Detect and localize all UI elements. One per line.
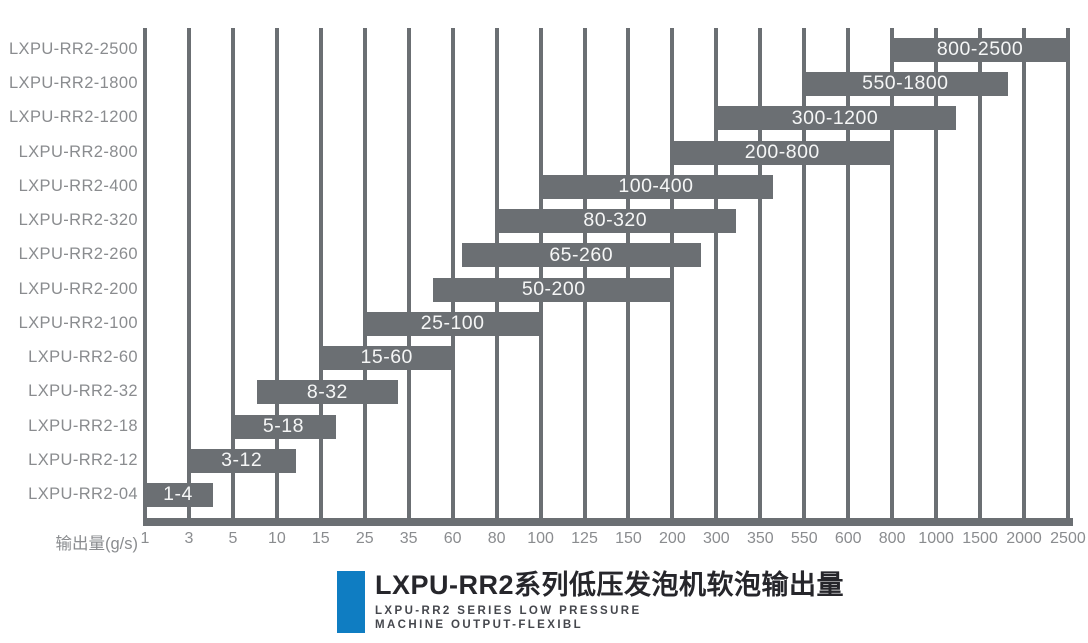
- range-bar-label: 300-1200: [791, 106, 879, 129]
- x-tick-label: 200: [659, 530, 686, 547]
- x-tick-label: 1500: [962, 530, 998, 547]
- x-tick-label: 150: [615, 530, 642, 547]
- grid-line: [1022, 28, 1026, 518]
- grid-line: [450, 28, 455, 518]
- grid-line: [406, 28, 411, 518]
- grid-line: [626, 28, 631, 518]
- grid-line: [890, 28, 895, 518]
- range-bar-label: 200-800: [744, 140, 820, 163]
- range-bar-label: 50-200: [521, 277, 586, 300]
- range-bar: 65-260: [461, 243, 701, 268]
- x-axis-line: [143, 518, 1073, 526]
- x-tick-label: 1: [140, 530, 150, 547]
- y-axis-model-label: LXPU-RR2-1200: [8, 108, 138, 127]
- range-bar: 8-32: [257, 380, 398, 405]
- chart-subtitle: LXPU-RR2 SERIES LOW PRESSURE MACHINE OUT…: [375, 604, 844, 633]
- x-tick-label: 1000: [918, 530, 954, 547]
- range-bar-label: 100-400: [618, 175, 694, 198]
- x-tick-label: 2500: [1050, 530, 1086, 547]
- y-axis-model-label: LXPU-RR2-200: [18, 279, 138, 298]
- y-axis-model-label: LXPU-RR2-800: [18, 142, 138, 161]
- range-bar: 300-1200: [714, 106, 956, 131]
- range-bar-label: 15-60: [360, 346, 413, 369]
- grid-line: [143, 28, 147, 518]
- title-texts: LXPU-RR2系列低压发泡机软泡输出量 LXPU-RR2 SERIES LOW…: [375, 570, 845, 633]
- grid-line: [494, 28, 499, 518]
- y-axis-model-label: LXPU-RR2-400: [18, 176, 138, 195]
- grid-line: [934, 28, 939, 518]
- grid-line: [1065, 28, 1070, 518]
- range-bar-label: 800-2500: [936, 38, 1024, 61]
- grid-line: [670, 28, 675, 518]
- grid-line: [538, 28, 543, 518]
- y-axis-model-label: LXPU-RR2-12: [28, 450, 138, 469]
- x-tick-label: 300: [702, 530, 730, 547]
- y-axis-model-label: LXPU-RR2-1800: [8, 74, 138, 93]
- grid-line: [978, 28, 983, 518]
- x-axis-title: 输出量(g/s): [55, 535, 139, 553]
- range-bar: 15-60: [318, 346, 455, 371]
- x-tick-label: 100: [527, 530, 554, 547]
- x-tick-label: 15: [311, 530, 330, 547]
- grid-line: [318, 28, 323, 518]
- grid-line: [186, 28, 191, 518]
- x-tick-label: 80: [487, 530, 506, 547]
- y-axis-model-label: LXPU-RR2-32: [28, 382, 138, 401]
- grid-line: [714, 28, 719, 518]
- range-bar-label: 3-12: [221, 449, 263, 471]
- x-tick-label: 60: [443, 530, 462, 547]
- range-bar-label: 550-1800: [862, 72, 949, 95]
- range-bar: 550-1800: [802, 72, 1009, 97]
- x-tick-label: 25: [355, 530, 374, 547]
- range-bar: 25-100: [362, 311, 543, 336]
- y-axis-model-label: LXPU-RR2-320: [18, 211, 138, 230]
- y-axis-model-label: LXPU-RR2-100: [18, 313, 138, 332]
- x-tick-label: 125: [571, 530, 598, 547]
- x-tick-label: 35: [399, 530, 418, 547]
- plot-area: 800-2500 550-1800 300-1200 200-800 100-400 80…: [8, 28, 1086, 553]
- grid-line: [802, 28, 807, 518]
- range-bar: 800-2500: [890, 38, 1070, 62]
- x-tick-label: 5: [228, 530, 238, 547]
- x-tick-label: 600: [834, 530, 862, 547]
- range-bar: 80-320: [494, 209, 736, 234]
- chart-title: LXPU-RR2系列低压发泡机软泡输出量: [375, 570, 845, 600]
- y-axis-model-label: LXPU-RR2-260: [18, 245, 138, 264]
- range-bar-label: 80-320: [583, 209, 648, 232]
- range-bar: 200-800: [670, 140, 895, 165]
- grid-line: [362, 28, 367, 518]
- x-tick-label: 2000: [1006, 530, 1042, 547]
- x-tick-label: 3: [184, 530, 194, 547]
- range-bar-label: 65-260: [549, 243, 614, 266]
- grid-line: [846, 28, 851, 518]
- grid-line: [758, 28, 763, 518]
- range-bar-label: 1-4: [163, 483, 193, 506]
- x-tick-label: 550: [790, 530, 818, 547]
- range-bar-label: 5-18: [262, 414, 304, 437]
- y-axis-model-label: LXPU-RR2-2500: [8, 40, 138, 58]
- range-bar-label: 25-100: [420, 312, 485, 335]
- y-axis-model-label: LXPU-RR2-04: [28, 484, 138, 503]
- chart-subtitle-line-2: MACHINE OUTPUT-FLEXIBL: [375, 619, 584, 632]
- range-bar: 5-18: [230, 414, 336, 439]
- x-tick-label: 10: [267, 530, 286, 547]
- y-axis-model-label: LXPU-RR2-60: [28, 348, 138, 367]
- grid-line: [274, 28, 279, 518]
- x-tick-label: 350: [746, 530, 774, 547]
- chart-subtitle-line-1: LXPU-RR2 SERIES LOW PRESSURE: [375, 604, 642, 617]
- chart-title-block: LXPU-RR2系列低压发泡机软泡输出量 LXPU-RR2 SERIES LOW…: [337, 570, 845, 633]
- range-bar: 3-12: [186, 448, 297, 473]
- range-bar-label: 8-32: [306, 380, 348, 403]
- grid-line: [230, 28, 235, 518]
- y-axis-model-label: LXPU-RR2-18: [28, 416, 138, 435]
- range-bar: 50-200: [433, 277, 675, 302]
- range-bar: 100-400: [538, 174, 774, 199]
- x-tick-label: 800: [878, 530, 906, 547]
- range-bar: 1-4: [143, 482, 213, 507]
- grid-line: [582, 28, 587, 518]
- title-accent-square: [337, 571, 365, 633]
